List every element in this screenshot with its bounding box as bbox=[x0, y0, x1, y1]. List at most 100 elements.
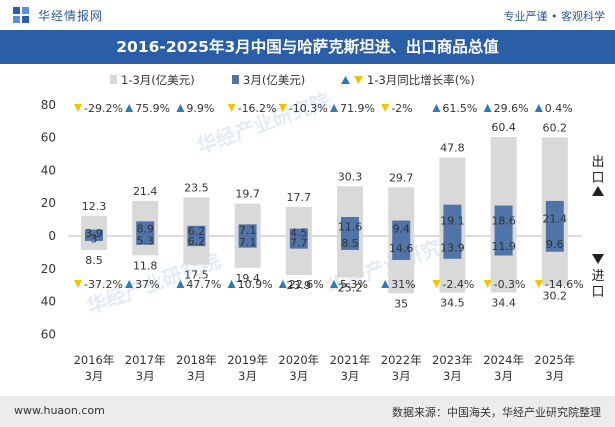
import-cumulative-label: 35 bbox=[394, 297, 408, 310]
export-growth-label: -10.3% bbox=[289, 102, 328, 115]
import-growth-label: -14.6% bbox=[545, 278, 584, 291]
slogan: 专业严谨 • 客观科学 bbox=[503, 10, 605, 23]
huajing-logo-icon bbox=[13, 7, 29, 23]
y-tick-label: 20 bbox=[41, 196, 56, 210]
x-tick-label-year: 2023年 bbox=[432, 353, 473, 367]
import-march-bar bbox=[238, 236, 257, 248]
export-march-label: 9.4 bbox=[392, 222, 410, 235]
import-march-label: 7.7 bbox=[290, 236, 308, 249]
export-growth-label: 0.4% bbox=[545, 102, 573, 115]
legend-cumulative-swatch bbox=[110, 75, 117, 84]
legend-march-swatch bbox=[232, 75, 239, 84]
watermark-text: 华经产业研究院 bbox=[194, 88, 334, 158]
import-cumulative-label: 23.9 bbox=[287, 279, 312, 292]
x-tick-label-month: 3月 bbox=[443, 369, 462, 383]
down-triangle-icon bbox=[432, 280, 441, 288]
x-tick-label-year: 2021年 bbox=[330, 353, 371, 367]
up-triangle-icon bbox=[330, 104, 338, 112]
y-tick-label: 0 bbox=[48, 229, 56, 243]
y-tick-label: 60 bbox=[41, 327, 56, 341]
import-march-bar bbox=[187, 236, 206, 247]
up-triangle-icon bbox=[227, 280, 236, 288]
y-tick-label: 80 bbox=[41, 98, 56, 112]
x-tick-label-year: 2017年 bbox=[125, 353, 166, 367]
export-march-bar bbox=[443, 204, 462, 236]
export-side-label: 口 bbox=[591, 171, 604, 186]
import-growth-label: 10.9% bbox=[238, 278, 273, 291]
legend-cumulative-label: 1-3月(亿美元) bbox=[121, 73, 195, 87]
import-down-arrow-icon bbox=[592, 254, 604, 264]
x-tick-label-month: 3月 bbox=[545, 369, 564, 383]
import-march-label: 6.2 bbox=[188, 235, 206, 248]
import-growth-label: 31% bbox=[391, 278, 415, 291]
export-growth-label: -29.2% bbox=[84, 102, 123, 115]
footer-source: 数据来源：中国海关，华经产业研究院整理 bbox=[392, 406, 601, 419]
top-bar: 华经情报网 专业严谨 • 客观科学 bbox=[0, 0, 615, 30]
export-march-bar bbox=[341, 216, 359, 236]
export-cumulative-label: 47.8 bbox=[440, 142, 465, 155]
export-march-bar bbox=[494, 205, 513, 236]
x-tick-label-year: 2020年 bbox=[278, 353, 319, 367]
title-bar: 2016-2025年3月中国与哈萨克斯坦进、出口商品总值 bbox=[0, 30, 615, 64]
x-tick-label-month: 3月 bbox=[289, 369, 308, 383]
import-cumulative-label: 19.4 bbox=[235, 272, 260, 285]
export-march-label: 4.5 bbox=[290, 226, 308, 239]
import-growth-label: 47.7% bbox=[186, 278, 221, 291]
export-march-label: 21.4 bbox=[543, 212, 568, 225]
export-march-bar bbox=[289, 228, 308, 236]
y-tick-label: 40 bbox=[41, 295, 56, 309]
import-march-label: 8.5 bbox=[341, 237, 359, 250]
y-tick-label: 60 bbox=[41, 131, 56, 145]
import-side-label: 口 bbox=[591, 285, 604, 300]
export-cumulative-label: 17.7 bbox=[287, 191, 312, 204]
export-march-bar bbox=[85, 229, 103, 236]
down-triangle-icon bbox=[534, 280, 543, 288]
x-tick-label-month: 3月 bbox=[187, 369, 206, 383]
import-march-label: 5.3 bbox=[136, 234, 154, 247]
import-march-label: 7.1 bbox=[239, 236, 257, 249]
export-growth-label: 9.9% bbox=[186, 102, 214, 115]
y-tick-label: 40 bbox=[41, 163, 56, 177]
x-tick-label-year: 2024年 bbox=[483, 353, 524, 367]
export-growth-label: 29.6% bbox=[494, 102, 529, 115]
x-tick-label-month: 3月 bbox=[392, 369, 411, 383]
x-tick-label-month: 3月 bbox=[85, 369, 104, 383]
import-march-label: 14.6 bbox=[389, 242, 414, 255]
up-triangle-icon bbox=[278, 280, 287, 288]
export-march-label: 8.9 bbox=[136, 223, 154, 236]
import-march-bar bbox=[136, 236, 155, 245]
export-march-label: 6.2 bbox=[188, 225, 206, 238]
import-growth-label: -2.4% bbox=[442, 278, 474, 291]
legend-up-triangle-icon bbox=[341, 76, 350, 84]
import-growth-label: -37.2% bbox=[84, 278, 123, 291]
import-growth-label: -0.3% bbox=[494, 278, 526, 291]
import-march-bar bbox=[443, 236, 462, 259]
x-tick-label-year: 2019年 bbox=[227, 353, 268, 367]
export-cumulative-label: 12.3 bbox=[82, 200, 107, 213]
legend-growth-label: 1-3月同比增长率(%) bbox=[367, 73, 475, 87]
y-tick-label: 20 bbox=[41, 262, 56, 276]
x-tick-label-month: 3月 bbox=[136, 369, 155, 383]
export-march-label: 19.1 bbox=[440, 214, 465, 227]
down-triangle-icon bbox=[483, 280, 492, 288]
export-side-label: 出 bbox=[591, 155, 604, 170]
down-triangle-icon bbox=[74, 104, 82, 112]
export-cumulative-label: 23.5 bbox=[184, 181, 209, 194]
import-march-label: 9.6 bbox=[546, 238, 564, 251]
export-growth-label: 71.9% bbox=[340, 102, 375, 115]
up-triangle-icon bbox=[534, 104, 543, 112]
import-cumulative-label: 34.5 bbox=[440, 297, 465, 310]
x-tick-label-year: 2022年 bbox=[381, 353, 422, 367]
down-triangle-icon bbox=[278, 104, 287, 112]
import-cumulative-label: 11.8 bbox=[133, 259, 158, 272]
site-name[interactable]: 华经情报网 bbox=[38, 9, 104, 23]
export-growth-label: -16.2% bbox=[238, 102, 277, 115]
x-tick-label-month: 3月 bbox=[494, 369, 513, 383]
export-cumulative-label: 30.3 bbox=[338, 170, 363, 183]
x-tick-label-month: 3月 bbox=[238, 369, 257, 383]
export-cumulative-label: 60.4 bbox=[491, 121, 516, 134]
footer-website-link[interactable]: www.huaon.com bbox=[14, 404, 105, 417]
import-march-bar bbox=[341, 236, 359, 250]
export-march-bar bbox=[187, 225, 206, 236]
up-triangle-icon bbox=[176, 280, 185, 288]
